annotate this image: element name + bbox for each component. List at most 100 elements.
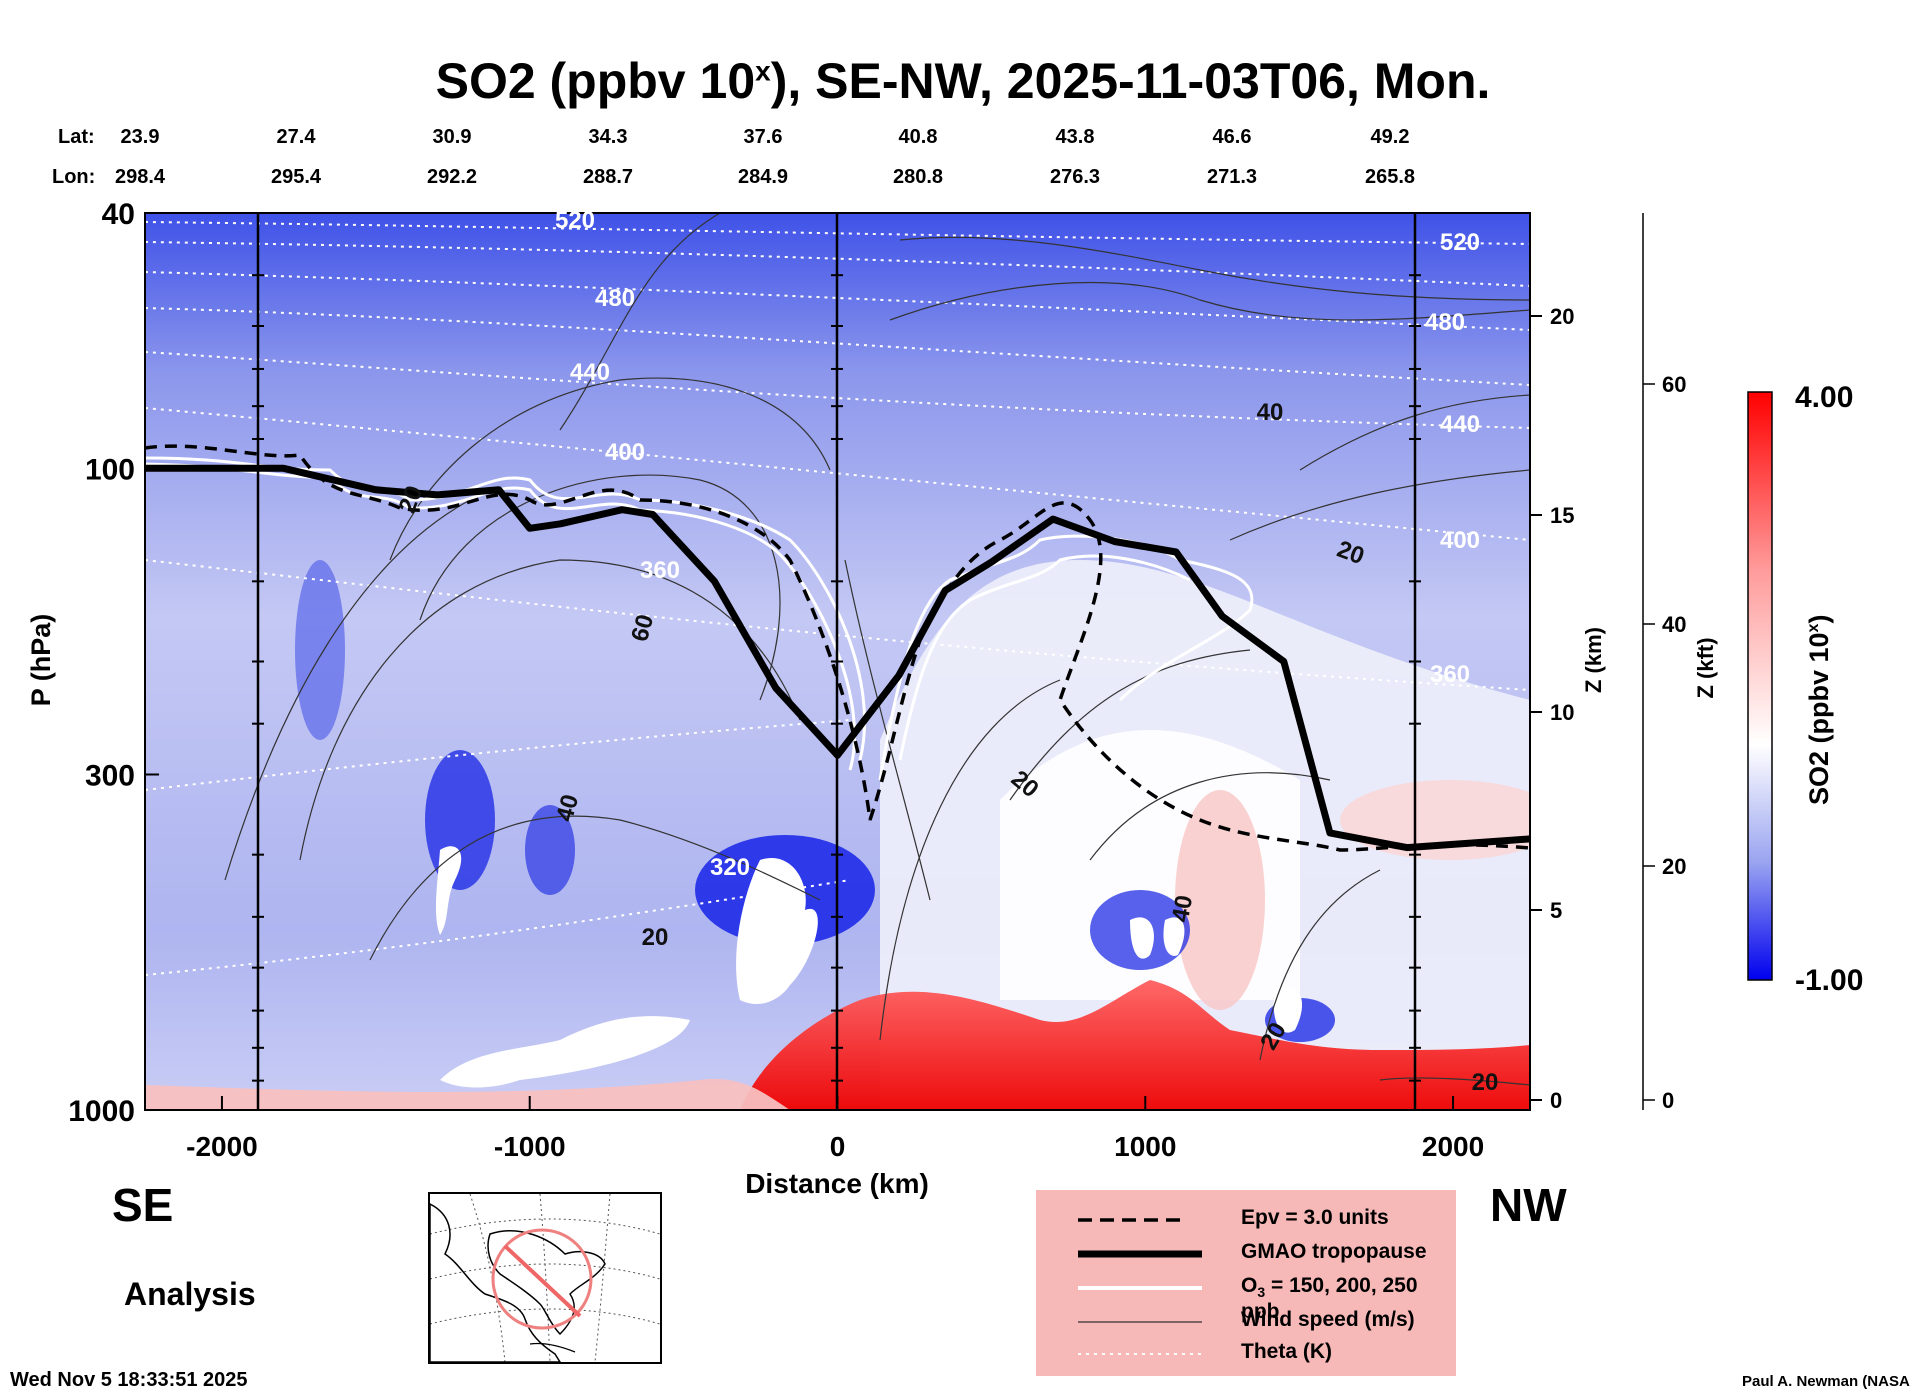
z-km-title: Z (km) [1581, 627, 1606, 693]
z-kft-axis: 0 20 40 60 [1642, 213, 1686, 1113]
so2-field [145, 213, 1530, 1110]
colorbar-title-text: SO2 (ppbv 10 [1804, 632, 1834, 805]
x-tick-label: 1000 [1114, 1131, 1176, 1162]
lon-value: 288.7 [582, 166, 634, 188]
y-tick-label: 40 [102, 198, 135, 231]
lon-value: 284.9 [737, 166, 789, 188]
lat-value: 43.8 [1055, 126, 1095, 148]
title-exponent: x [755, 55, 771, 87]
map-graphic [429, 1193, 661, 1363]
lat-value: 34.3 [588, 126, 628, 148]
map-section-line [503, 1244, 582, 1318]
lat-value: 40.8 [898, 126, 938, 148]
x-tick-label: -2000 [186, 1131, 258, 1162]
colorbar-title-exponent: x [1805, 623, 1822, 632]
x-tick-label: 0 [830, 1131, 846, 1162]
theta-label: 440 [1440, 411, 1480, 438]
z-kft-title: Z (kft) [1693, 637, 1718, 698]
colorbar [1747, 391, 1773, 981]
map-caribbean [529, 1342, 576, 1353]
lat-value: 49.2 [1370, 126, 1410, 148]
z-kft-tick-label: 40 [1662, 612, 1686, 637]
lon-value: 276.3 [1049, 166, 1101, 188]
chart-title: SO2 (ppbv 10x), SE-NW, 2025-11-03T06, Mo… [0, 52, 1926, 110]
theta-label: 360 [640, 557, 680, 584]
lon-label: Lon: [52, 166, 96, 188]
lat-value: 30.9 [432, 126, 472, 148]
legend-ozone-text: = 150, 200, 250 ppb [1241, 1274, 1418, 1324]
theta-label: 400 [1440, 527, 1480, 554]
z-kft-tick-label: 60 [1662, 372, 1686, 397]
lat-value: 37.6 [743, 126, 783, 148]
theta-label: 360 [1430, 661, 1470, 688]
wind-label: 40 [1167, 893, 1198, 924]
colorbar-max-label: 4.00 [1795, 381, 1853, 414]
legend: Epv = 3.0 units GMAO tropopause O3 = 150… [1036, 1190, 1456, 1376]
theta-label: 400 [605, 439, 645, 466]
theta-label: 480 [595, 285, 635, 312]
z-km-tick-label: 20 [1550, 304, 1574, 329]
y-tick-label: 1000 [68, 1095, 135, 1128]
lat-value: 46.6 [1212, 126, 1252, 148]
lon-value: 280.8 [892, 166, 944, 188]
theta-label: 440 [570, 359, 610, 386]
y-axis-title: P (hPa) [26, 614, 56, 707]
se-label: SE [112, 1179, 174, 1231]
lon-value: 298.4 [114, 166, 166, 188]
analysis-label: Analysis [124, 1276, 256, 1312]
x-tick-label: 2000 [1422, 1131, 1484, 1162]
z-km-tick-label: 0 [1550, 1088, 1562, 1113]
map-coastline-west [429, 1202, 562, 1363]
colorbar-min-label: -1.00 [1795, 964, 1863, 997]
lon-value: 265.8 [1364, 166, 1416, 188]
timestamp: Wed Nov 5 18:33:51 2025 [10, 1369, 248, 1391]
x-axis: -2000 -1000 0 1000 2000 [186, 1096, 1484, 1162]
theta-labels: 520 480 440 400 360 320 520 480 440 400 360 [555, 207, 1480, 881]
location-minimap [428, 1192, 662, 1364]
credit: Paul A. Newman (NASA [1742, 1373, 1910, 1390]
tropopause-line [145, 464, 1530, 852]
legend-epv: Epv = 3.0 units [1241, 1206, 1389, 1229]
map-range-circle [491, 1228, 593, 1330]
theta-label: 520 [555, 207, 595, 234]
legend-wind: Wind speed (m/s) [1241, 1308, 1415, 1331]
lat-value: 23.9 [120, 126, 160, 148]
legend-theta: Theta (K) [1241, 1340, 1332, 1363]
z-km-tick-label: 5 [1550, 898, 1562, 923]
legend-tropopause: GMAO tropopause [1241, 1240, 1427, 1263]
y-tick-label: 300 [85, 759, 135, 792]
legend-swatches [1078, 1218, 1202, 1355]
lon-value: 292.2 [426, 166, 478, 188]
legend-ozone-sub: 3 [1257, 1284, 1266, 1301]
wind-label: 20 [1472, 1069, 1499, 1096]
lon-value: 271.3 [1206, 166, 1258, 188]
theta-label: 480 [1425, 309, 1465, 336]
z-km-axis: 0 5 10 15 20 [1529, 213, 1574, 1113]
title-text: SO2 (ppbv 10 [435, 53, 756, 109]
z-km-tick-label: 15 [1550, 503, 1574, 528]
epv-line [145, 444, 1530, 852]
y-tick-label: 100 [85, 453, 135, 486]
y-axis: 40 100 300 1000 [68, 198, 1421, 1128]
title-text-rest: ), SE-NW, 2025-11-03T06, Mon. [770, 53, 1491, 109]
theta-lines [145, 221, 1530, 976]
wind-label: 20 [642, 924, 669, 951]
lon-value: 295.4 [270, 166, 322, 188]
colorbar-title: SO2 (ppbv 10x) [1804, 615, 1834, 805]
legend-ozone-o: O [1241, 1274, 1258, 1297]
theta-label: 320 [710, 854, 750, 881]
theta-label: 520 [1440, 229, 1480, 256]
colorbar-title-rest: ) [1804, 615, 1834, 624]
nw-label: NW [1490, 1179, 1567, 1231]
legend-ozone: O3 = 150, 200, 250 ppb [1241, 1274, 1456, 1324]
lat-value: 27.4 [276, 126, 316, 148]
x-tick-label: -1000 [494, 1131, 566, 1162]
z-kft-tick-label: 0 [1662, 1088, 1674, 1113]
map-graticule [429, 1193, 661, 1363]
z-km-tick-label: 10 [1550, 700, 1574, 725]
x-axis-title: Distance (km) [745, 1168, 929, 1199]
lat-label: Lat: [58, 126, 95, 148]
z-kft-tick-label: 20 [1662, 854, 1686, 879]
